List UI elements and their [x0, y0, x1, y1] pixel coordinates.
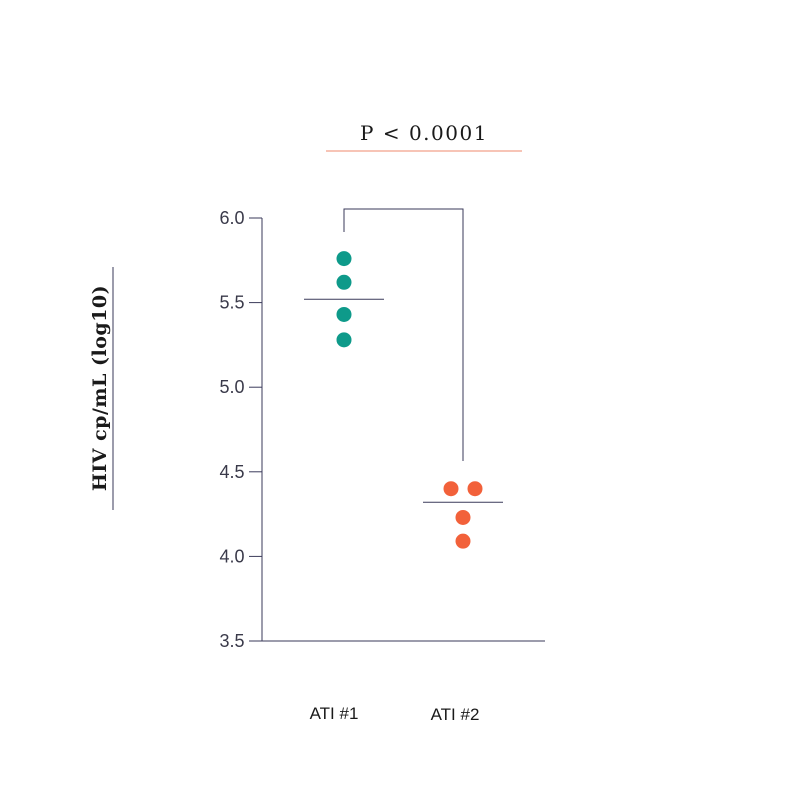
significance-bracket: [343, 208, 464, 461]
category-label: ATI #1: [310, 704, 359, 723]
y-axis-label: HIV cp/mL (log10): [89, 285, 111, 491]
y-tick-label: 4.5: [219, 462, 244, 482]
data-point: [336, 332, 352, 348]
data-point: [455, 509, 471, 525]
y-tick-label: 5.0: [219, 377, 244, 397]
data-point: [455, 533, 471, 549]
y-tick-label: 4.0: [219, 546, 244, 566]
data-point: [443, 481, 459, 497]
data-point: [336, 251, 352, 267]
y-tick-label: 3.5: [219, 631, 244, 651]
y-tick-label: 5.5: [219, 293, 244, 313]
y-tick-label: 6.0: [219, 208, 244, 228]
p-value-annotation: P < 0.0001: [360, 121, 488, 145]
data-point: [336, 306, 352, 322]
data-point: [336, 274, 352, 290]
data-point: [467, 481, 483, 497]
category-label: ATI #2: [431, 705, 480, 724]
